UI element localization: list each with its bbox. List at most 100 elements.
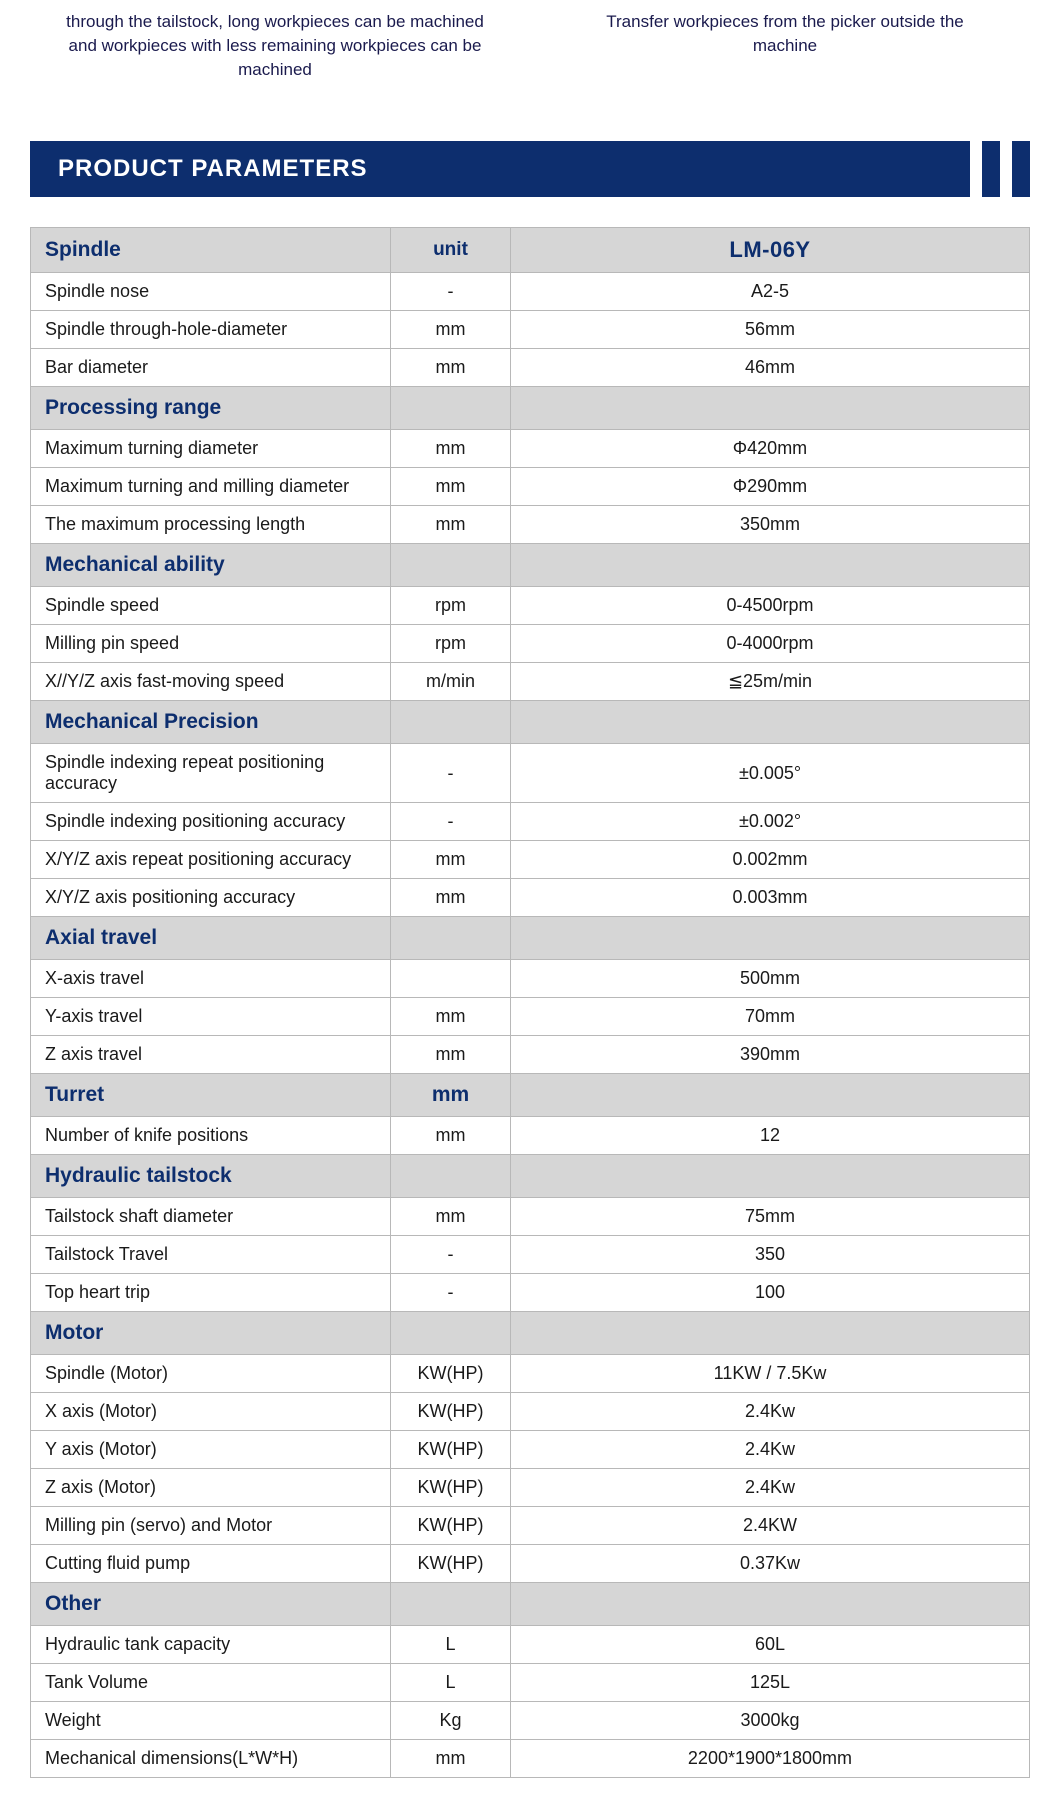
param-label: Tailstock Travel: [31, 1236, 391, 1274]
param-label: Tailstock shaft diameter: [31, 1198, 391, 1236]
param-label: Z axis travel: [31, 1036, 391, 1074]
table-header-unit: unit: [391, 228, 511, 273]
param-unit: L: [391, 1664, 511, 1702]
param-value: A2-5: [511, 273, 1030, 311]
param-unit: mm: [391, 1117, 511, 1155]
param-value: 46mm: [511, 349, 1030, 387]
param-unit: rpm: [391, 587, 511, 625]
param-unit: KW(HP): [391, 1507, 511, 1545]
param-unit: L: [391, 1626, 511, 1664]
param-value: 0.003mm: [511, 879, 1030, 917]
table-row: Y axis (Motor)KW(HP)2.4Kw: [31, 1431, 1030, 1469]
param-unit: Kg: [391, 1702, 511, 1740]
table-row: Tank VolumeL125L: [31, 1664, 1030, 1702]
table-section-value: [511, 1312, 1030, 1355]
table-row: Spindle indexing repeat positioning accu…: [31, 744, 1030, 803]
table-section-row: Hydraulic tailstock: [31, 1155, 1030, 1198]
param-unit: -: [391, 1274, 511, 1312]
param-label: Number of knife positions: [31, 1117, 391, 1155]
table-row: Z axis (Motor)KW(HP)2.4Kw: [31, 1469, 1030, 1507]
param-label: Cutting fluid pump: [31, 1545, 391, 1583]
param-unit: KW(HP): [391, 1545, 511, 1583]
param-unit: mm: [391, 1740, 511, 1778]
table-section-title: Processing range: [31, 387, 391, 430]
param-unit: mm: [391, 879, 511, 917]
header-stripe-1: [982, 141, 1000, 197]
param-unit: -: [391, 744, 511, 803]
table-section-unit: [391, 387, 511, 430]
table-section-unit: [391, 544, 511, 587]
table-section-row: Other: [31, 1583, 1030, 1626]
table-row: Milling pin speedrpm0-4000rpm: [31, 625, 1030, 663]
table-row: Milling pin (servo) and MotorKW(HP)2.4KW: [31, 1507, 1030, 1545]
param-unit: -: [391, 273, 511, 311]
param-label: Maximum turning diameter: [31, 430, 391, 468]
table-section-title: Mechanical ability: [31, 544, 391, 587]
table-row: Bar diametermm46mm: [31, 349, 1030, 387]
top-description-right: Transfer workpieces from the picker outs…: [575, 10, 995, 81]
param-label: Spindle indexing repeat positioning accu…: [31, 744, 391, 803]
param-value: 125L: [511, 1664, 1030, 1702]
param-label: X-axis travel: [31, 960, 391, 998]
param-unit: KW(HP): [391, 1355, 511, 1393]
param-value: 60L: [511, 1626, 1030, 1664]
param-value: 12: [511, 1117, 1030, 1155]
param-label: X//Y/Z axis fast-moving speed: [31, 663, 391, 701]
table-row: Cutting fluid pumpKW(HP)0.37Kw: [31, 1545, 1030, 1583]
top-description-left: through the tailstock, long workpieces c…: [65, 10, 485, 81]
param-value: 2.4KW: [511, 1507, 1030, 1545]
table-section-title: Turret: [31, 1074, 391, 1117]
param-label: Mechanical dimensions(L*W*H): [31, 1740, 391, 1778]
param-label: X axis (Motor): [31, 1393, 391, 1431]
param-unit: mm: [391, 506, 511, 544]
param-label: X/Y/Z axis positioning accuracy: [31, 879, 391, 917]
table-section-row: Turretmm: [31, 1074, 1030, 1117]
table-row: X-axis travel 500mm: [31, 960, 1030, 998]
table-section-title: Other: [31, 1583, 391, 1626]
table-row: Top heart trip-100: [31, 1274, 1030, 1312]
param-value: 2.4Kw: [511, 1431, 1030, 1469]
table-row: Tailstock Travel-350: [31, 1236, 1030, 1274]
param-label: Hydraulic tank capacity: [31, 1626, 391, 1664]
table-section-title: Motor: [31, 1312, 391, 1355]
table-row: X/Y/Z axis positioning accuracymm0.003mm: [31, 879, 1030, 917]
param-label: Top heart trip: [31, 1274, 391, 1312]
table-row: Spindle indexing positioning accuracy-±0…: [31, 803, 1030, 841]
table-row: Maximum turning diametermmΦ420mm: [31, 430, 1030, 468]
param-label: Milling pin speed: [31, 625, 391, 663]
table-row: Number of knife positionsmm12: [31, 1117, 1030, 1155]
param-unit: mm: [391, 841, 511, 879]
param-value: 350mm: [511, 506, 1030, 544]
table-section-unit: [391, 917, 511, 960]
param-unit: mm: [391, 349, 511, 387]
param-value: 2.4Kw: [511, 1469, 1030, 1507]
table-section-title: Mechanical Precision: [31, 701, 391, 744]
param-unit: [391, 960, 511, 998]
table-section-value: [511, 701, 1030, 744]
param-label: Bar diameter: [31, 349, 391, 387]
table-section-unit: [391, 1583, 511, 1626]
table-row: Spindle speedrpm0-4500rpm: [31, 587, 1030, 625]
parameters-table: SpindleunitLM-06YSpindle nose-A2-5Spindl…: [30, 227, 1030, 1778]
param-value: 0-4500rpm: [511, 587, 1030, 625]
param-value: 500mm: [511, 960, 1030, 998]
param-label: Spindle through-hole-diameter: [31, 311, 391, 349]
param-unit: KW(HP): [391, 1469, 511, 1507]
param-value: 11KW / 7.5Kw: [511, 1355, 1030, 1393]
param-label: X/Y/Z axis repeat positioning accuracy: [31, 841, 391, 879]
param-unit: -: [391, 1236, 511, 1274]
param-value: ±0.005°: [511, 744, 1030, 803]
table-section-row: Processing range: [31, 387, 1030, 430]
param-value: 2200*1900*1800mm: [511, 1740, 1030, 1778]
table-section-row: Motor: [31, 1312, 1030, 1355]
table-row: Spindle nose-A2-5: [31, 273, 1030, 311]
param-label: Maximum turning and milling diameter: [31, 468, 391, 506]
param-label: Spindle nose: [31, 273, 391, 311]
table-section-row: Axial travel: [31, 917, 1030, 960]
param-label: Y axis (Motor): [31, 1431, 391, 1469]
param-unit: mm: [391, 998, 511, 1036]
table-section-row: Mechanical ability: [31, 544, 1030, 587]
table-header-row: SpindleunitLM-06Y: [31, 228, 1030, 273]
table-row: Z axis travelmm390mm: [31, 1036, 1030, 1074]
table-section-unit: [391, 1312, 511, 1355]
